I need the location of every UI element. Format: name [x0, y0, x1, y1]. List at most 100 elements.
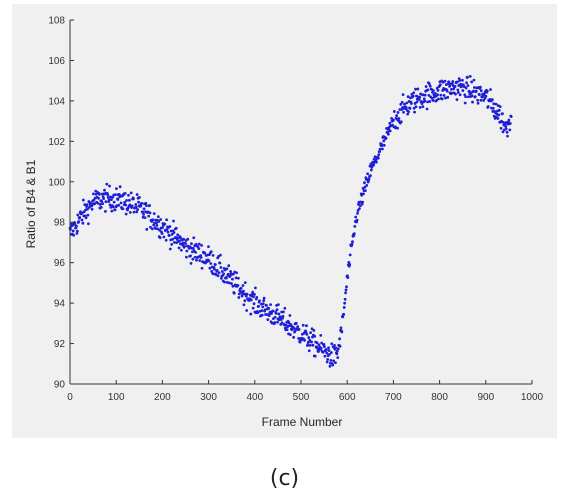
x-tick-label: 1000 [521, 392, 544, 403]
data-point [107, 198, 111, 202]
data-point [135, 210, 139, 214]
data-point [113, 208, 117, 212]
data-point [243, 281, 247, 285]
data-point [428, 84, 432, 88]
data-point [321, 350, 325, 354]
data-point [125, 199, 128, 202]
data-point [344, 291, 347, 295]
data-point [262, 299, 266, 302]
data-point [424, 85, 428, 88]
data-point [118, 185, 122, 189]
data-point [252, 295, 255, 299]
data-point [123, 200, 127, 204]
data-point [159, 218, 163, 221]
data-point [75, 224, 78, 228]
data-point [90, 207, 94, 211]
data-point [395, 114, 399, 117]
data-point [71, 224, 75, 227]
data-point [442, 93, 446, 97]
data-point [81, 198, 85, 202]
data-point [351, 240, 354, 244]
data-point [492, 114, 496, 118]
data-point [257, 304, 261, 308]
data-point [505, 130, 509, 134]
data-point [127, 193, 130, 197]
data-point [325, 351, 329, 355]
data-point [162, 235, 166, 239]
data-point [313, 334, 317, 338]
data-point [168, 247, 172, 251]
data-point [108, 203, 112, 207]
data-point [358, 204, 362, 208]
data-point [459, 85, 463, 89]
data-point [212, 272, 215, 276]
data-point [427, 82, 431, 86]
data-point [215, 269, 219, 272]
data-point [192, 236, 196, 240]
data-point [207, 259, 211, 263]
x-axis-title: Frame Number [262, 415, 343, 429]
data-point [263, 308, 267, 312]
data-point [339, 326, 343, 330]
data-point [341, 315, 345, 319]
data-point [468, 74, 472, 78]
data-point [455, 98, 459, 102]
data-point [115, 187, 118, 191]
data-point [354, 215, 358, 219]
data-point [203, 251, 207, 255]
data-point [309, 331, 313, 335]
data-point [334, 361, 337, 365]
data-point [307, 349, 311, 353]
data-point [401, 93, 405, 96]
data-point [249, 298, 253, 302]
data-point [297, 327, 301, 331]
data-point [476, 101, 480, 105]
data-point [304, 330, 308, 334]
data-point [104, 200, 108, 204]
data-point [170, 243, 174, 246]
y-axis-title: Ratio of B4 & B1 [24, 159, 38, 248]
data-point [305, 332, 309, 336]
data-point [139, 204, 143, 208]
data-point [140, 201, 144, 205]
data-point [363, 181, 366, 185]
data-point [183, 245, 186, 248]
data-point [466, 84, 470, 87]
data-point [101, 202, 105, 206]
data-point [411, 94, 415, 98]
data-point [388, 121, 392, 125]
data-point [315, 341, 319, 345]
data-point [297, 337, 301, 340]
data-point [147, 214, 151, 218]
data-point [504, 125, 508, 128]
data-point [109, 195, 112, 199]
data-point [191, 257, 195, 261]
data-point [427, 93, 431, 97]
data-point [425, 107, 429, 111]
data-point [338, 344, 342, 348]
data-point [435, 86, 439, 90]
data-point [437, 97, 440, 101]
data-point [471, 100, 474, 104]
x-tick-label: 600 [339, 392, 356, 403]
data-point [287, 321, 291, 325]
data-point [396, 126, 399, 130]
data-point [98, 192, 101, 196]
data-point [301, 323, 305, 327]
data-point [207, 245, 210, 249]
data-point [485, 89, 489, 93]
data-point [216, 274, 220, 278]
data-point [305, 324, 308, 328]
data-point [413, 110, 416, 114]
data-point [404, 106, 408, 110]
data-point [363, 185, 367, 189]
data-point [494, 102, 498, 106]
data-point [220, 270, 224, 273]
y-tick-label: 104 [48, 96, 65, 107]
data-point [324, 348, 328, 351]
data-point [453, 85, 457, 88]
data-point [110, 209, 114, 213]
data-point [400, 108, 404, 111]
data-point [165, 218, 169, 222]
data-point [285, 328, 289, 332]
